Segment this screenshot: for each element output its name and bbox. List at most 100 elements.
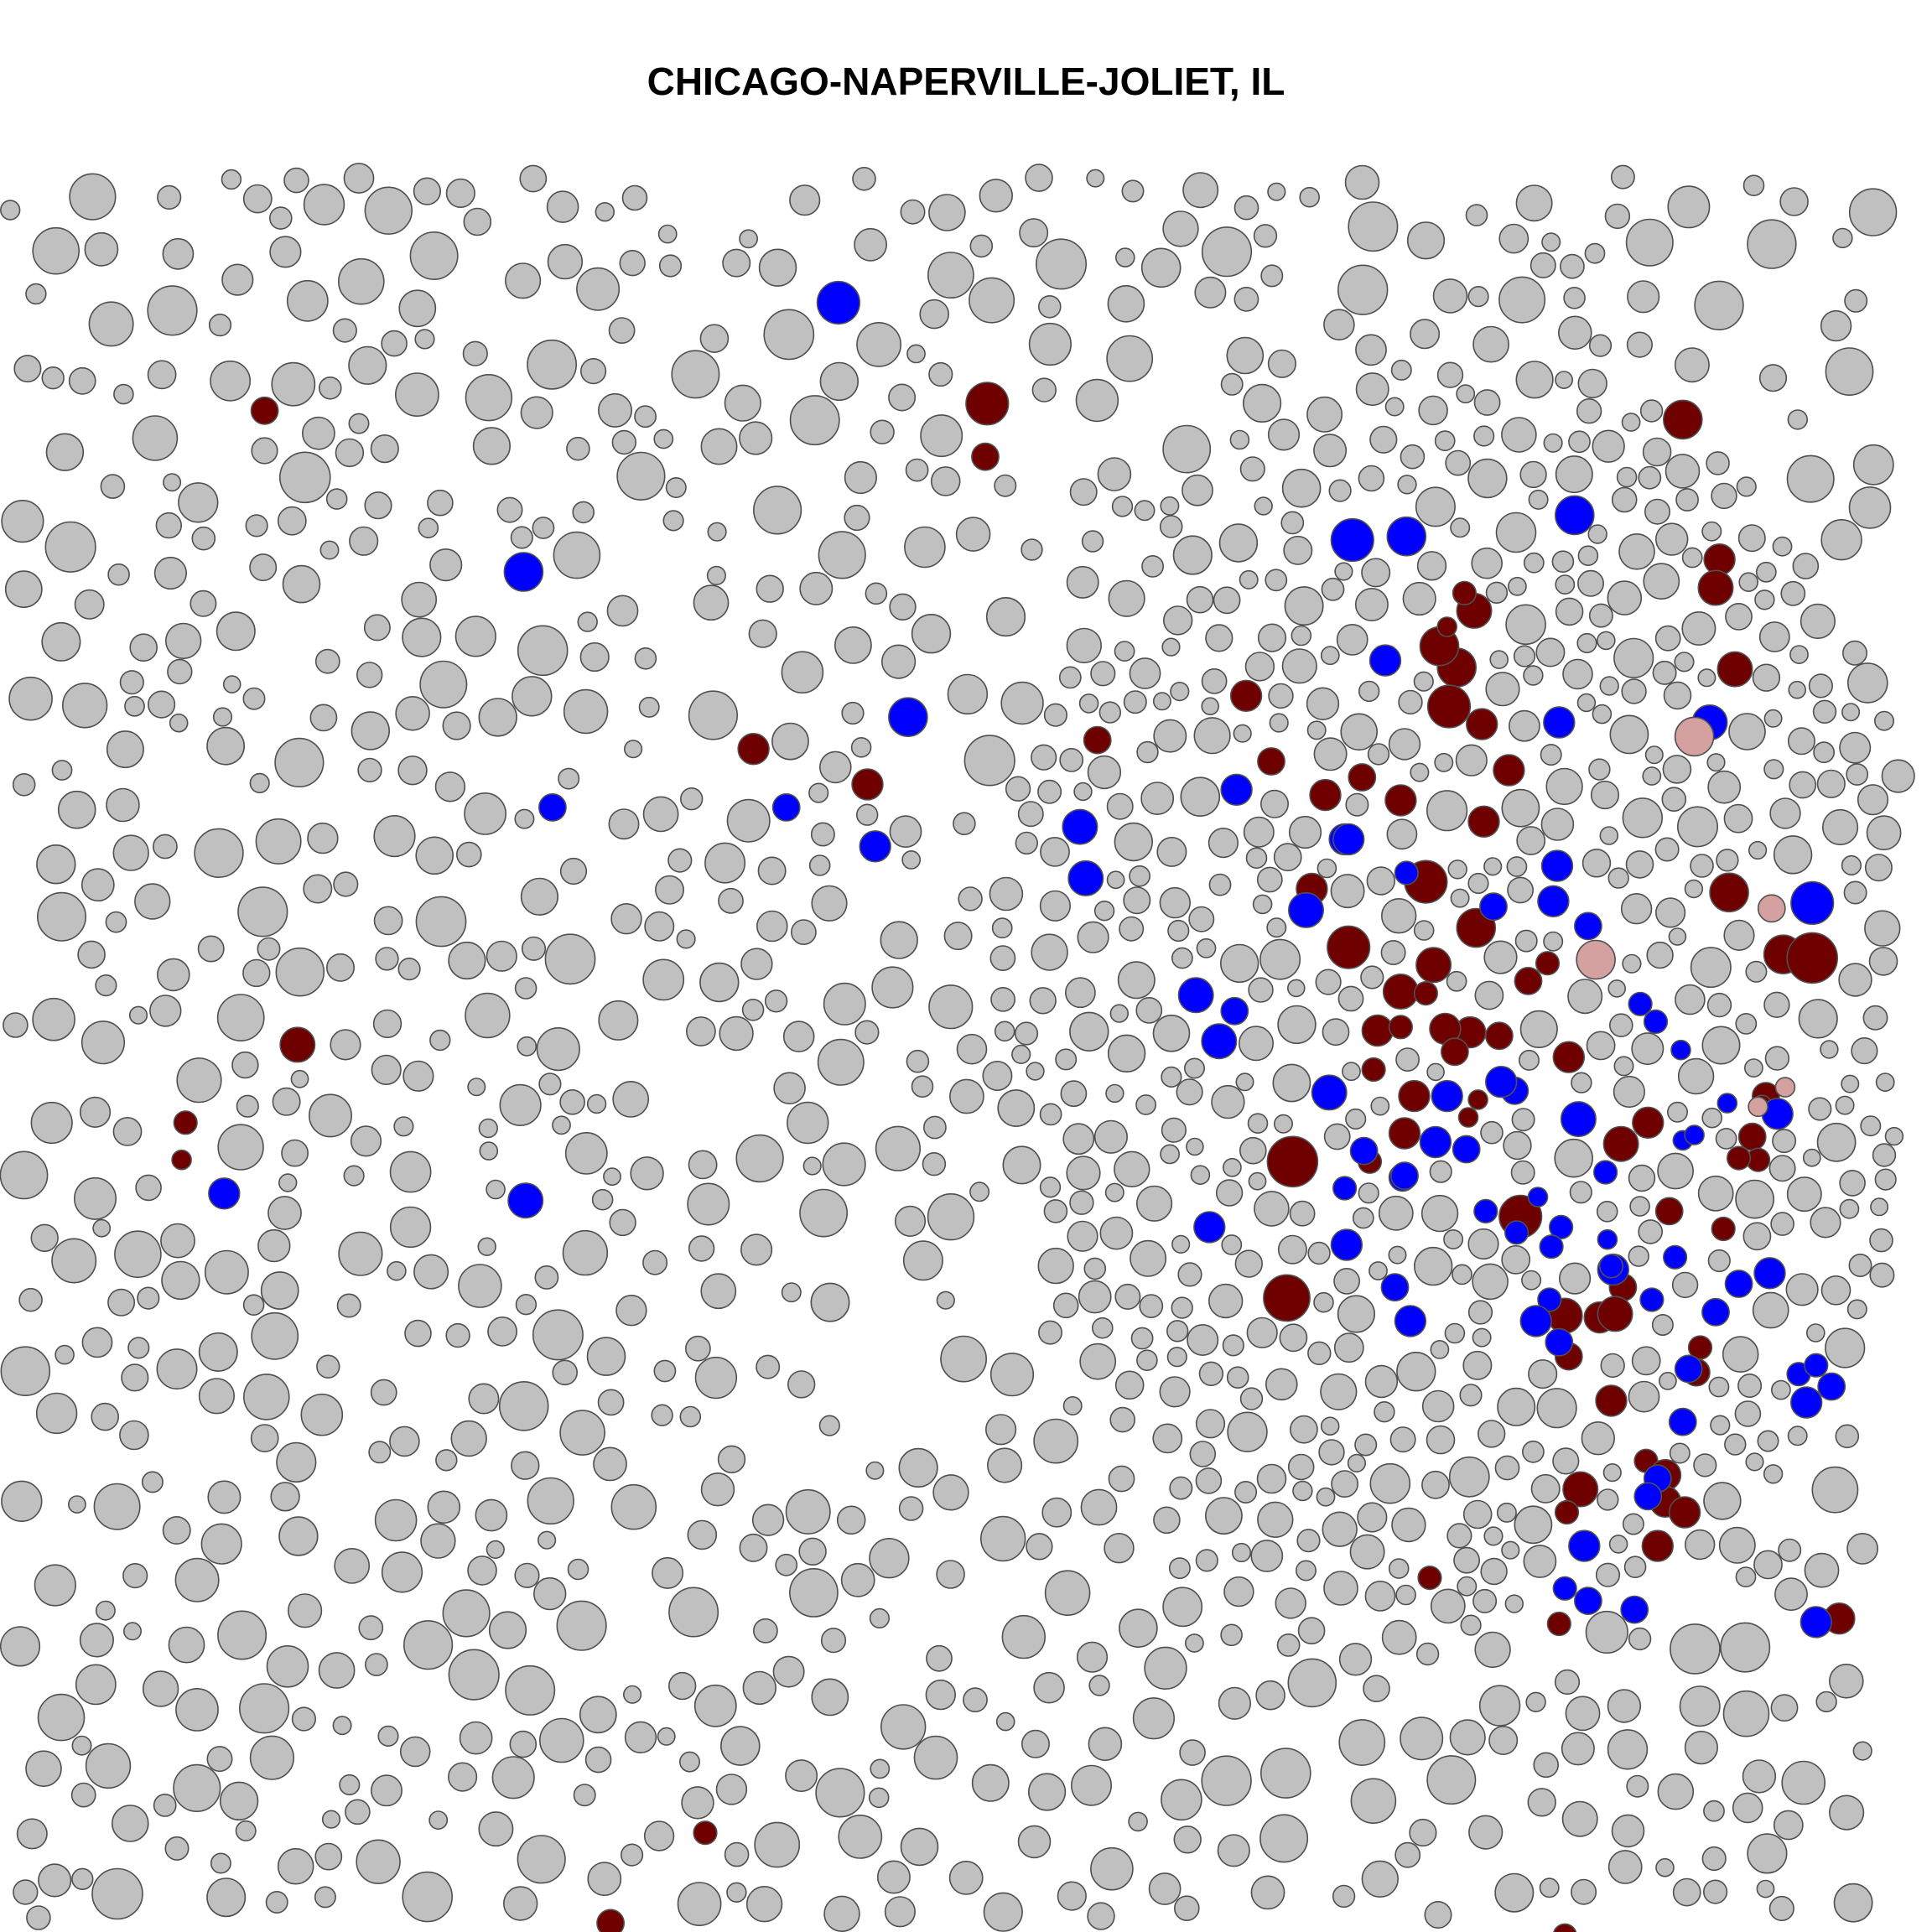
blue-bubble: [1560, 1101, 1597, 1138]
neutral-bubble: [445, 178, 475, 209]
neutral-bubble: [191, 526, 216, 551]
neutral-bubble: [616, 451, 666, 501]
neutral-bubble: [372, 1009, 402, 1039]
neutral-bubble: [51, 1238, 97, 1284]
neutral-bubble: [1313, 434, 1348, 468]
neutral-bubble: [936, 1291, 955, 1310]
neutral-bubble: [1226, 1366, 1249, 1389]
neutral-bubble: [268, 206, 293, 230]
neutral-bubble: [1607, 580, 1643, 615]
neutral-bubble: [880, 1704, 927, 1750]
neutral-bubble: [722, 248, 751, 278]
neutral-bubble: [665, 476, 687, 498]
blue-bubble: [1332, 1176, 1358, 1201]
neutral-bubble: [272, 1087, 301, 1116]
neutral-bubble: [1701, 521, 1722, 542]
neutral-bubble: [1706, 753, 1726, 772]
neutral-bubble: [499, 1083, 542, 1126]
neutral-bubble: [1747, 1833, 1788, 1874]
neutral-bubble: [1802, 1148, 1821, 1167]
neutral-bubble: [1701, 1107, 1722, 1129]
neutral-bubble: [156, 1348, 198, 1390]
neutral-bubble: [1011, 1044, 1031, 1064]
neutral-bubble: [434, 771, 466, 802]
neutral-bubble: [1259, 1814, 1309, 1863]
neutral-bubble: [563, 688, 609, 735]
neutral-bubble: [1039, 1103, 1062, 1126]
neutral-bubble: [1038, 295, 1062, 319]
neutral-bubble: [1626, 331, 1653, 358]
neutral-bubble: [610, 902, 642, 935]
neutral-bubble: [1366, 866, 1396, 896]
neutral-bubble: [1055, 1048, 1078, 1071]
neutral-bubble: [865, 1461, 885, 1480]
neutral-bubble: [1785, 1273, 1819, 1306]
neutral-bubble: [1128, 1811, 1148, 1832]
neutral-bubble: [1307, 1341, 1332, 1366]
neutral-bubble: [1462, 1350, 1493, 1380]
neutral-bubble: [1608, 1535, 1628, 1554]
neutral-bubble: [1248, 977, 1274, 1003]
neutral-bubble: [0, 1626, 41, 1667]
neutral-bubble: [363, 614, 391, 641]
neutral-bubble: [1267, 182, 1286, 201]
neutral-bubble: [527, 1477, 574, 1525]
neutral-bubble: [1808, 673, 1833, 699]
neutral-bubble: [1017, 801, 1044, 828]
neutral-bubble: [622, 1685, 642, 1704]
neutral-bubble: [1768, 1155, 1796, 1182]
neutral-bubble: [1026, 1062, 1045, 1081]
neutral-bubble: [1162, 210, 1199, 247]
neutral-bubble: [844, 460, 878, 495]
neutral-bubble: [1239, 1136, 1267, 1165]
neutral-bubble: [1066, 1156, 1101, 1191]
neutral-bubble: [1473, 425, 1495, 447]
neutral-bubble: [1576, 693, 1597, 713]
neutral-bubble: [707, 522, 727, 542]
blue-bubble: [1288, 891, 1325, 928]
neutral-bubble: [1166, 1347, 1187, 1368]
neutral-bubble: [514, 977, 538, 1000]
neutral-bubble: [940, 1335, 988, 1383]
neutral-bubble: [1360, 965, 1384, 989]
neutral-bubble: [1642, 437, 1672, 467]
neutral-bubble: [598, 1000, 639, 1041]
neutral-bubble: [739, 1533, 768, 1562]
neutral-bubble: [1723, 919, 1755, 952]
neutral-bubble: [1135, 1094, 1157, 1115]
neutral-bubble: [1611, 1814, 1645, 1848]
neutral-bubble: [1031, 744, 1057, 771]
neutral-bubble: [1159, 1376, 1191, 1408]
neutral-bubble: [1413, 671, 1434, 692]
neutral-bubble: [394, 372, 439, 418]
neutral-bubble: [1763, 1464, 1784, 1484]
neutral-bubble: [579, 1696, 617, 1734]
blue-bubble: [1504, 1220, 1530, 1245]
neutral-bubble: [1315, 969, 1342, 995]
blue-bubble: [1537, 885, 1570, 917]
neutral-bubble: [1742, 1222, 1772, 1251]
neutral-bubble: [1139, 1294, 1164, 1319]
neutral-bubble: [1098, 701, 1122, 724]
neutral-bubble: [1497, 1387, 1536, 1426]
neutral-bubble: [415, 836, 454, 875]
neutral-bubble: [1816, 1122, 1857, 1162]
neutral-bubble: [536, 1026, 580, 1072]
neutral-bubble: [448, 941, 486, 980]
neutral-bubble: [1489, 650, 1509, 669]
neutral-bubble: [418, 517, 439, 539]
blue-bubble: [1568, 1530, 1601, 1562]
neutral-bubble: [1313, 737, 1348, 771]
dark_red-bubble: [1514, 967, 1543, 995]
neutral-bubble: [1364, 1581, 1396, 1612]
neutral-bubble: [630, 1156, 664, 1191]
neutral-bubble: [35, 1392, 78, 1435]
neutral-bubble: [1136, 1349, 1158, 1371]
neutral-bubble: [1742, 1759, 1777, 1794]
neutral-bubble: [1710, 1415, 1731, 1436]
neutral-bubble: [751, 1504, 785, 1536]
neutral-bubble: [1812, 699, 1837, 724]
neutral-bubble: [491, 1756, 535, 1800]
neutral-bubble: [1114, 1150, 1150, 1188]
neutral-bubble: [1306, 687, 1340, 720]
